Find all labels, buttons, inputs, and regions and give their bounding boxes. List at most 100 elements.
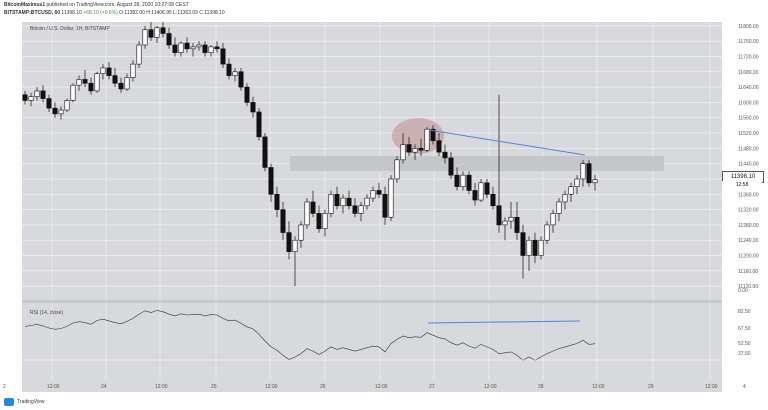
candle-bearish	[472, 190, 478, 201]
candle-bearish	[160, 27, 166, 34]
candle-bullish	[358, 205, 364, 214]
candle-bullish	[154, 27, 160, 38]
time-axis[interactable]: 2 12:00 24 12:00 25 12:00 26 12:00 27 12:00 28 12:0…	[3, 384, 746, 390]
candle-bearish	[226, 63, 232, 76]
candle-bearish	[352, 205, 358, 214]
price-tick-label: 11480.00	[738, 146, 759, 152]
candle-bullish	[328, 193, 334, 214]
candle-bearish	[46, 98, 52, 109]
price-tick-label: 11240.00	[738, 238, 759, 244]
time-tick-label: 12:00	[47, 384, 60, 390]
time-tick-label: 28	[538, 384, 544, 390]
candle-bearish	[202, 44, 208, 53]
time-tick-label: 12:00	[705, 384, 718, 390]
price-tick-label: 11360.00	[738, 192, 759, 198]
candle-bearish	[418, 148, 424, 151]
candle-bullish	[556, 201, 562, 214]
candle-bearish	[448, 157, 454, 176]
price-trendline	[428, 129, 586, 156]
candle-bearish	[436, 140, 442, 153]
candle-bullish	[538, 239, 544, 256]
author-name[interactable]: BitcoinMaximus1	[4, 2, 46, 8]
candle-bullish	[322, 213, 328, 230]
candle-bearish	[346, 197, 352, 207]
candle-bearish	[250, 102, 256, 113]
candle-bullish	[142, 29, 148, 46]
rsi-pane-divider	[22, 300, 722, 303]
candle-bullish	[550, 213, 556, 226]
candle-bearish	[274, 193, 280, 210]
chart-header: BitcoinMaximus1 published on TradingView…	[0, 0, 768, 22]
time-tick-label: 12:00	[484, 384, 497, 390]
footer-brand[interactable]: TradingView	[17, 399, 45, 405]
candle-bullish	[64, 100, 70, 111]
candle-bullish	[28, 96, 34, 101]
time-tick-label: 29	[648, 384, 654, 390]
price-tick-label: 11120.00	[738, 284, 758, 290]
candle-bullish	[130, 63, 136, 78]
candle-bullish	[76, 79, 82, 86]
candle-bearish	[40, 90, 46, 99]
rsi-axis[interactable]: 0.00 82.50 67.50 52.50 37.50	[738, 288, 751, 357]
candle-bearish	[280, 209, 286, 233]
candle-bullish	[190, 46, 196, 50]
candle-bearish	[532, 239, 538, 256]
candle-bullish	[298, 224, 304, 241]
time-tick-label: 12:00	[592, 384, 605, 390]
candle-bullish	[340, 197, 346, 207]
rsi-tick-label: 37.50	[738, 351, 751, 357]
candle-bearish	[256, 111, 262, 138]
candle-bearish	[586, 163, 592, 184]
current-price-tag: 11398.10	[722, 171, 764, 183]
rsi-tick-label: 52.50	[738, 341, 751, 347]
candle-bearish	[220, 48, 226, 65]
candle-bearish	[268, 167, 274, 195]
candle-bearish	[82, 79, 88, 84]
candle-bullish	[124, 77, 130, 90]
price-axis[interactable]: 11800.00 11760.00 11720.00 11680.00 11640.00…	[738, 24, 759, 290]
symbol-label: BITSTAMP:BTCUSD, 60	[4, 10, 61, 16]
rsi-legend: RSI (14, close)	[30, 310, 63, 316]
candle-bearish	[514, 216, 520, 233]
time-tick-label: 25	[211, 384, 217, 390]
rsi-tick-label: 82.50	[738, 309, 751, 315]
price-tick-label: 11680.00	[738, 70, 759, 76]
rsi-line	[24, 310, 596, 361]
price-tick-label: 11720.00	[738, 54, 759, 60]
candle-bullish	[562, 193, 568, 203]
candle-bearish	[496, 205, 502, 226]
price-tick-label: 11200.00	[738, 254, 759, 260]
price-tick-label: 11160.00	[738, 269, 758, 275]
price-tick-label: 11760.00	[738, 39, 759, 45]
rsi-tick-label: 67.50	[738, 326, 751, 332]
price-tick-label: 11800.00	[738, 24, 759, 30]
price-tick-label: 11280.00	[738, 223, 759, 229]
price-tick-label: 11600.00	[738, 100, 759, 106]
candle-bullish	[580, 163, 586, 180]
candle-bullish	[232, 71, 238, 76]
candle-bullish	[292, 239, 298, 253]
time-tick-label: 12:00	[375, 384, 388, 390]
candle-bearish	[172, 44, 178, 53]
candle-bearish	[430, 128, 436, 141]
candle-bearish	[316, 213, 322, 230]
candle-bullish	[424, 128, 430, 151]
ohlc-values: O:11382.00 H:11406.95 L:11363.09 C:11398…	[117, 10, 225, 16]
candle-bullish	[58, 109, 64, 115]
candle-bearish	[184, 42, 190, 50]
time-tick-label: 12:00	[155, 384, 168, 390]
tradingview-logo-icon[interactable]	[4, 398, 14, 406]
price-tick-label: 11520.00	[738, 131, 759, 137]
candle-bearish	[406, 144, 412, 153]
candle-bullish	[544, 224, 550, 241]
candle-bearish	[382, 193, 388, 218]
candle-bearish	[490, 193, 496, 207]
published-info: published on TradingView.com, August 28,…	[45, 2, 189, 8]
candle-bearish	[106, 67, 112, 76]
candle-bearish	[22, 94, 28, 101]
time-tick-label: 27	[429, 384, 435, 390]
candle-bearish	[334, 193, 340, 207]
support-zone	[290, 156, 664, 171]
candle-bearish	[484, 182, 490, 195]
